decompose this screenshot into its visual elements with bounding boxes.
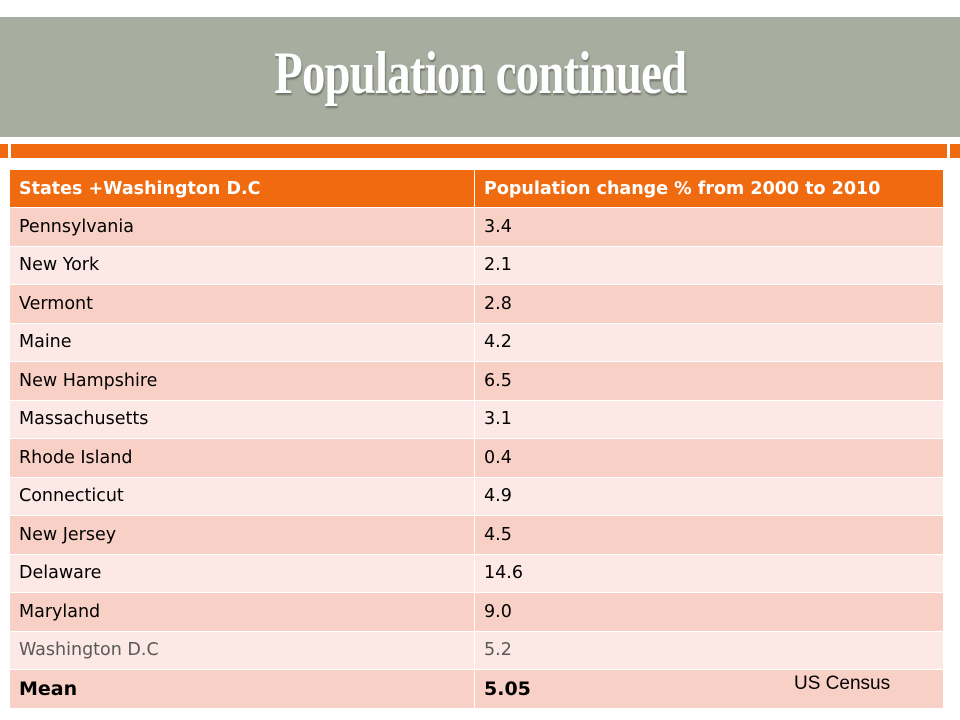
- state-cell: Pennsylvania: [9, 207, 475, 247]
- change-cell: 4.9: [474, 476, 944, 516]
- title-bar: Population continued: [0, 17, 960, 137]
- change-cell: 3.1: [474, 399, 944, 439]
- change-cell: 2.1: [474, 245, 944, 285]
- change-cell: 2.8: [474, 284, 944, 324]
- table-row: New Hampshire 6.5: [9, 361, 944, 401]
- state-cell: New Jersey: [9, 515, 475, 555]
- state-cell: Connecticut: [9, 476, 475, 516]
- table-row: New York 2.1: [9, 245, 944, 285]
- change-cell: 14.6: [474, 553, 944, 593]
- change-cell: 5.2: [474, 630, 944, 670]
- table-row: New Jersey 4.5: [9, 515, 944, 555]
- slide-title: Population continued: [273, 39, 687, 106]
- change-cell: 6.5: [474, 361, 944, 401]
- change-cell: 9.0: [474, 592, 944, 632]
- table-row: Delaware 14.6: [9, 553, 944, 593]
- table-row: Massachusetts 3.1: [9, 399, 944, 439]
- mean-value-cell: 5.05: [474, 669, 944, 709]
- state-cell: New Hampshire: [9, 361, 475, 401]
- table-row: Pennsylvania 3.4: [9, 207, 944, 247]
- change-cell: 3.4: [474, 207, 944, 247]
- table-row: Maryland 9.0: [9, 592, 944, 632]
- accent-stripe: [0, 144, 960, 158]
- population-table: States +Washington D.C Population change…: [9, 169, 944, 709]
- state-cell: Rhode Island: [9, 438, 475, 478]
- table-row: Connecticut 4.9: [9, 476, 944, 516]
- state-cell: Delaware: [9, 553, 475, 593]
- column-header-state: States +Washington D.C: [9, 169, 475, 208]
- change-cell: 4.5: [474, 515, 944, 555]
- table-row: Vermont 2.8: [9, 284, 944, 324]
- column-header-change: Population change % from 2000 to 2010: [474, 169, 944, 208]
- change-cell: 0.4: [474, 438, 944, 478]
- source-note: US Census: [794, 673, 891, 694]
- table-row: Washington D.C 5.2: [9, 630, 944, 670]
- table-row: Maine 4.2: [9, 322, 944, 362]
- state-cell: Massachusetts: [9, 399, 475, 439]
- stripe-divider-right: [947, 144, 950, 158]
- state-cell: Maryland: [9, 592, 475, 632]
- state-cell: Washington D.C: [9, 630, 475, 670]
- state-cell: New York: [9, 245, 475, 285]
- change-cell: 4.2: [474, 322, 944, 362]
- state-cell: Vermont: [9, 284, 475, 324]
- table-header-row: States +Washington D.C Population change…: [9, 169, 944, 208]
- table-row-mean: Mean 5.05: [9, 669, 944, 709]
- state-cell: Maine: [9, 322, 475, 362]
- stripe-divider-left: [8, 144, 11, 158]
- mean-label-cell: Mean: [9, 669, 475, 709]
- table-row: Rhode Island 0.4: [9, 438, 944, 478]
